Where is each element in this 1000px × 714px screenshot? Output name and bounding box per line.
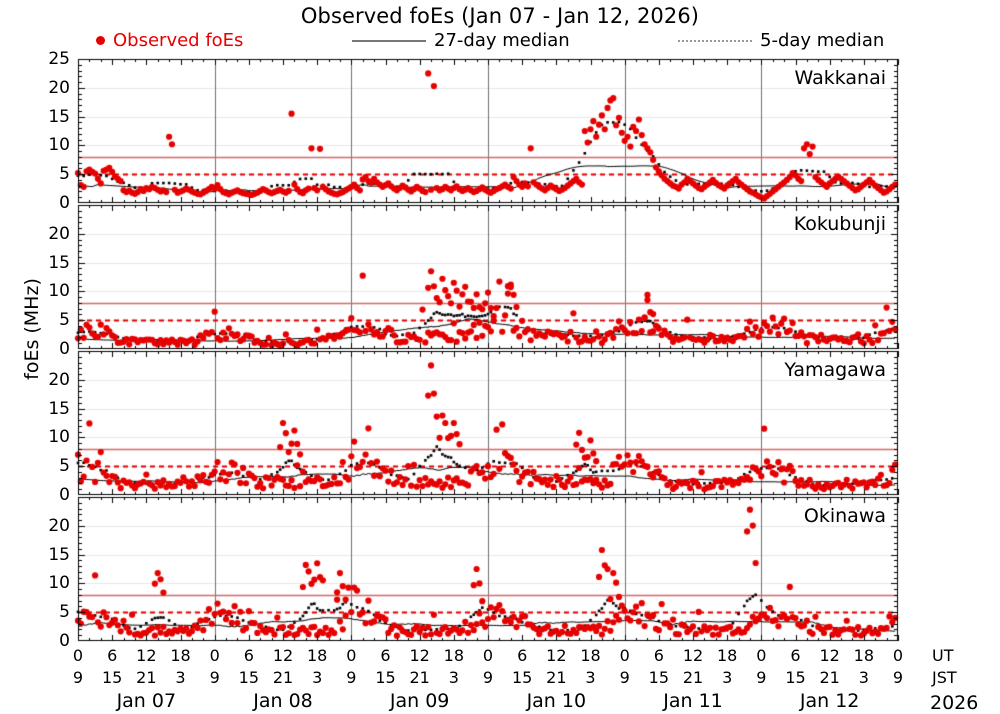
- day-label: Jan 08: [253, 690, 313, 712]
- day-label: Jan 09: [389, 690, 450, 712]
- x-tick-ut: 12: [546, 646, 567, 665]
- y-tick-label: 0: [59, 193, 70, 213]
- legend-label-median27: 27-day median: [434, 30, 570, 51]
- x-tick-ut: 12: [272, 646, 294, 665]
- station-label-okinawa: Okinawa: [803, 505, 886, 527]
- day-label: Jan 12: [799, 690, 860, 712]
- x-tick-jst: 21: [409, 668, 430, 687]
- y-tick-label: 20: [48, 77, 70, 98]
- legend-item-median5: 5-day median: [678, 30, 884, 51]
- x-tick-jst: 3: [312, 668, 323, 687]
- x-tick-ut: 0: [892, 646, 904, 665]
- x-tick-ut: 18: [853, 646, 874, 665]
- y-tick-label: 5: [59, 602, 70, 623]
- y-tick-label: 15: [48, 398, 70, 419]
- x-tick-ut: 12: [409, 646, 430, 665]
- x-tick-ut: 6: [517, 646, 528, 665]
- x-tick-jst: 15: [238, 668, 259, 687]
- jst-axis-label: JST: [932, 668, 957, 687]
- x-tick-ut: 18: [443, 646, 464, 665]
- x-tick-jst: 9: [346, 668, 357, 687]
- y-tick-label: 20: [48, 223, 70, 244]
- y-tick-label: 20: [48, 515, 70, 536]
- day-label: Jan 11: [663, 690, 723, 712]
- y-tick-label: 20: [48, 369, 70, 390]
- x-tick-jst: 9: [619, 668, 630, 687]
- y-tick-label: 15: [48, 106, 70, 127]
- y-tick-label: 0: [59, 339, 70, 359]
- y-tick-label: 10: [48, 281, 70, 302]
- x-tick-jst: 9: [756, 668, 767, 687]
- y-tick-label: 15: [48, 544, 70, 565]
- y-tick-label: 0: [59, 485, 70, 505]
- x-tick-jst: 21: [819, 668, 840, 687]
- dotted-line-icon: [678, 39, 752, 42]
- x-tick-ut: 18: [716, 646, 738, 665]
- x-tick-jst: 15: [375, 668, 396, 687]
- x-tick-ut: 6: [790, 646, 801, 665]
- y-tick-label: 25: [48, 49, 70, 69]
- x-tick-ut: 18: [580, 646, 601, 665]
- x-tick-ut: 6: [243, 646, 254, 665]
- x-tick-jst: 3: [858, 668, 869, 687]
- year-label: 2026: [930, 692, 979, 714]
- x-tick-jst: 21: [136, 668, 157, 687]
- page-title: Observed foEs (Jan 07 - Jan 12, 2026): [300, 4, 700, 28]
- x-tick-jst: 3: [722, 668, 733, 687]
- x-tick-jst: 9: [892, 668, 904, 687]
- x-tick-ut: 0: [482, 646, 494, 665]
- x-tick-ut: 0: [346, 646, 357, 665]
- x-tick-jst: 15: [648, 668, 669, 687]
- y-tick-label: 15: [48, 252, 70, 273]
- y-tick-label: 10: [48, 573, 70, 594]
- x-tick-ut: 0: [619, 646, 630, 665]
- x-tick-ut: 12: [682, 646, 704, 665]
- x-tick-jst: 9: [72, 668, 84, 687]
- x-tick-jst: 15: [511, 668, 533, 687]
- observed-dot-icon: [96, 36, 105, 45]
- x-tick-jst: 15: [785, 668, 806, 687]
- y-tick-label: 5: [59, 310, 70, 331]
- y-tick-label: 10: [48, 427, 70, 448]
- y-tick-label: 10: [48, 135, 70, 156]
- legend-label-median5: 5-day median: [760, 30, 885, 51]
- x-tick-ut: 18: [170, 646, 191, 665]
- x-tick-ut: 6: [107, 646, 118, 665]
- x-tick-ut: 18: [306, 646, 328, 665]
- day-label: Jan 07: [116, 690, 177, 712]
- x-tick-jst: 21: [272, 668, 294, 687]
- x-tick-jst: 3: [448, 668, 459, 687]
- x-tick-jst: 15: [101, 668, 123, 687]
- legend-label-observed: Observed foEs: [113, 30, 244, 51]
- x-tick-jst: 21: [546, 668, 567, 687]
- x-tick-jst: 9: [482, 668, 494, 687]
- y-tick-label: 5: [59, 456, 70, 477]
- x-tick-ut: 6: [653, 646, 664, 665]
- x-tick-ut: 12: [819, 646, 840, 665]
- x-tick-jst: 9: [209, 668, 220, 687]
- ut-axis-label: UT: [932, 646, 954, 665]
- x-tick-ut: 0: [72, 646, 84, 665]
- x-tick-jst: 3: [175, 668, 186, 687]
- legend-item-median27: 27-day median: [352, 30, 570, 51]
- station-label-yamagawa: Yamagawa: [784, 359, 886, 381]
- x-tick-ut: 0: [209, 646, 220, 665]
- x-tick-ut: 0: [756, 646, 767, 665]
- x-tick-ut: 12: [136, 646, 157, 665]
- station-label-wakkanai: Wakkanai: [794, 67, 887, 89]
- x-tick-ut: 6: [380, 646, 391, 665]
- y-tick-label: 5: [59, 164, 70, 185]
- y-tick-label: 0: [59, 631, 70, 651]
- legend-item-observed: Observed foEs: [96, 30, 243, 51]
- solid-line-icon: [352, 39, 426, 42]
- day-label: Jan 10: [526, 690, 587, 712]
- x-tick-jst: 21: [682, 668, 704, 687]
- x-tick-jst: 3: [585, 668, 596, 687]
- station-label-kokubunji: Kokubunji: [793, 213, 886, 235]
